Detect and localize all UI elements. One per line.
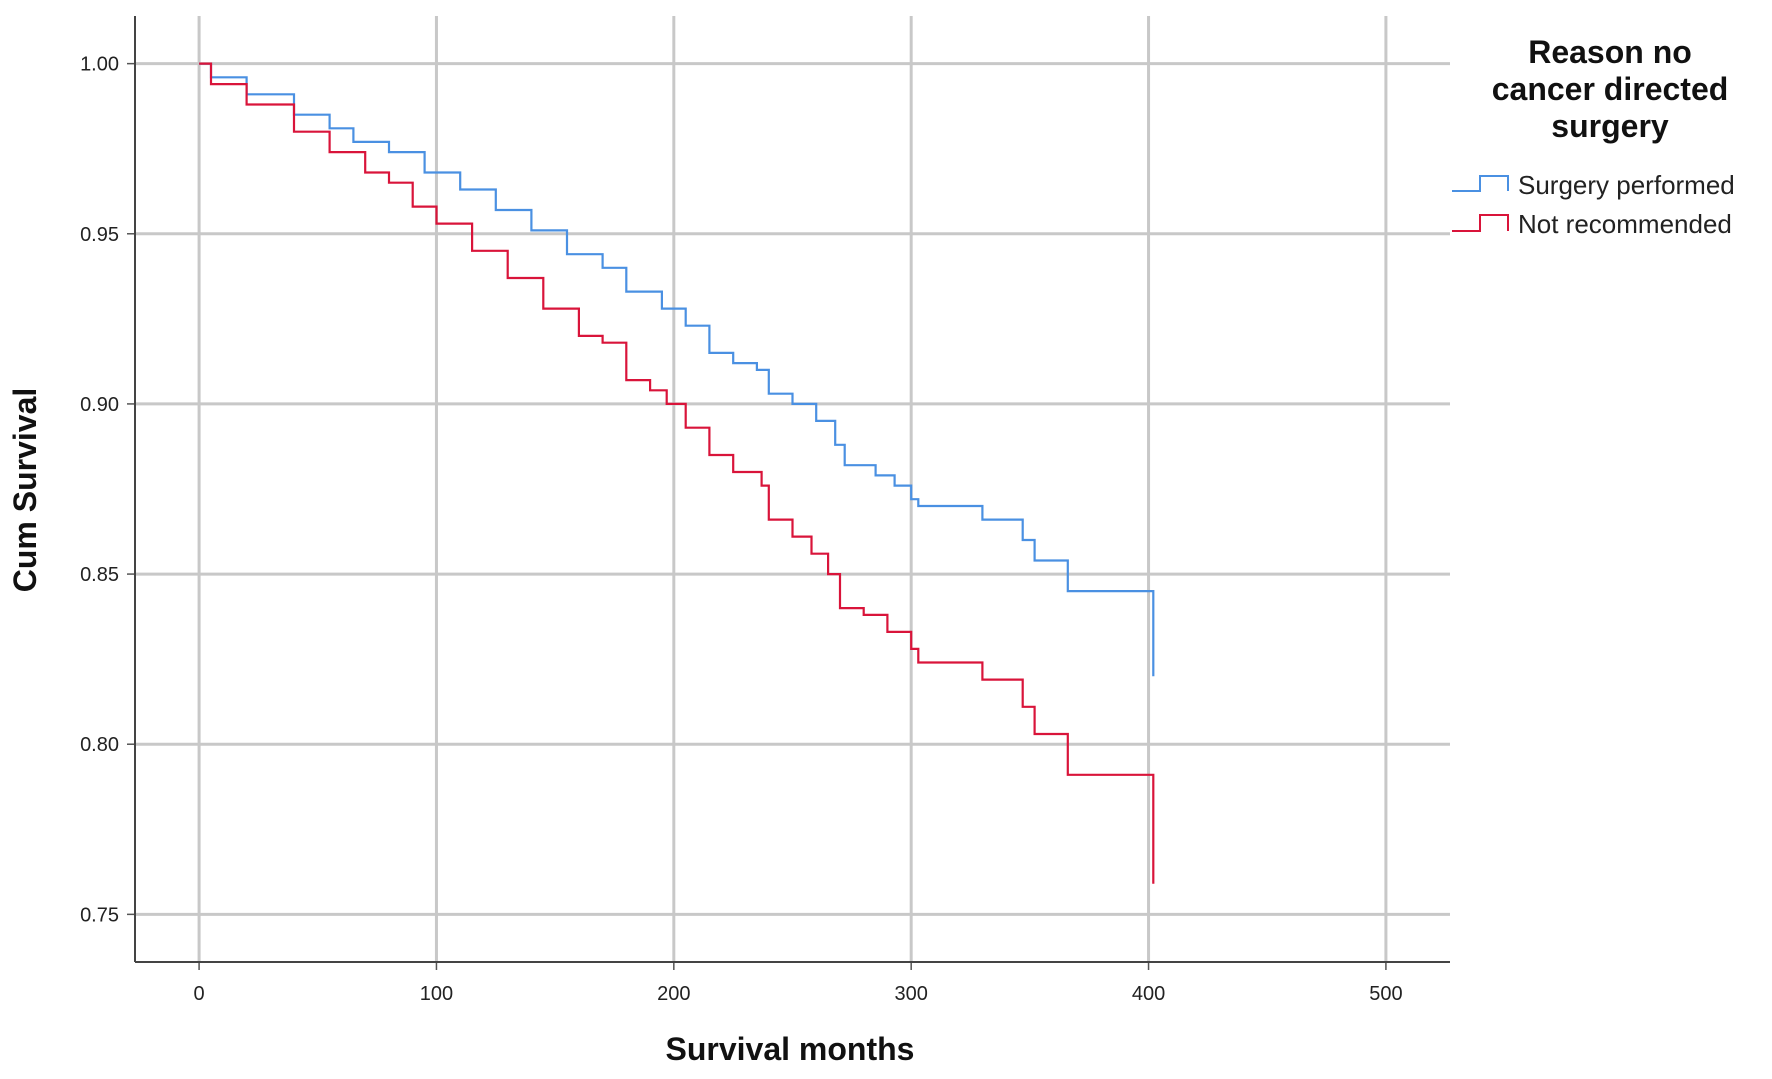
y-tick-label: 0.85 [80,564,119,586]
legend-title-line-3: surgery [1551,108,1669,144]
y-tick-label: 0.80 [80,734,119,756]
series-line-not-recommended [199,62,1155,884]
x-tick-label: 500 [1369,983,1402,1005]
legend-swatch-surgery-performed [1452,175,1509,192]
x-tick-label: 300 [894,983,927,1005]
x-tick-label: 200 [657,983,690,1005]
legend: Reason no cancer directed surgery Surger… [1452,34,1735,239]
y-tick-label: 1.00 [80,54,119,76]
x-tick-label: 400 [1132,983,1165,1005]
y-tick-label: 0.90 [80,394,119,416]
x-tick-label: 0 [194,983,205,1005]
y-tick-label: 0.75 [80,904,119,926]
legend-title-line-1: Reason no [1528,34,1692,70]
tick-labels: 0.75 0.80 0.85 0.90 0.95 1.00 0 100 200 300 400 500 [80,54,1403,1005]
grid-lines [135,16,1450,962]
y-axis-title: Cum Survival [7,388,43,593]
legend-label-surgery-performed: Surgery performed [1518,170,1735,200]
x-axis-title: Survival months [666,1031,915,1067]
legend-swatch-not-recommended [1452,214,1509,232]
series-line-surgery-performed [199,62,1155,677]
legend-label-not-recommended: Not recommended [1518,209,1732,239]
series-lines [199,62,1155,884]
legend-title-line-2: cancer directed [1492,71,1729,107]
axes [127,16,1450,970]
y-tick-label: 0.95 [80,224,119,246]
x-tick-label: 100 [420,983,453,1005]
